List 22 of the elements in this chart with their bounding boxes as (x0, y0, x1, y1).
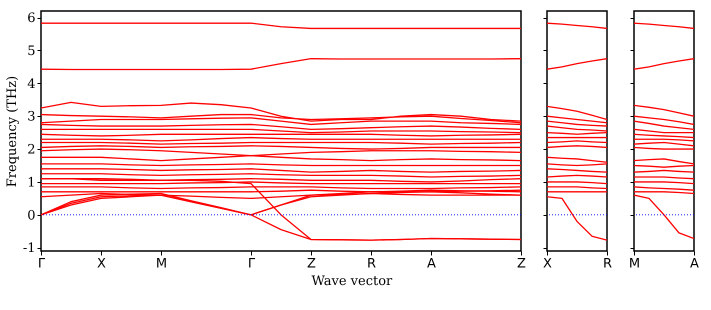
x-tick-label: R (602, 256, 612, 272)
y-tick-label: 0 (27, 208, 36, 224)
x-tick-label: A (690, 256, 700, 272)
y-tick-label: 4 (27, 76, 36, 92)
x-tick-label: Γ (248, 256, 256, 272)
x-tick-label: M (156, 256, 168, 272)
x-tick-label: Z (517, 256, 526, 272)
y-tick-label: -1 (22, 241, 36, 256)
x-tick-label: Γ (38, 256, 46, 272)
y-tick-label: 5 (27, 44, 36, 59)
x-tick-label: A (427, 256, 436, 272)
y-tick-label: 1 (27, 175, 36, 190)
x-tick-label: Z (307, 256, 316, 272)
y-axis-title: Frequency (THz) (4, 76, 20, 188)
y-tick-label: 2 (27, 142, 36, 158)
x-axis-title: Wave vector (312, 274, 394, 289)
y-tick-label: 3 (27, 110, 36, 125)
x-tick-label: X (543, 256, 552, 272)
x-tick-label: R (366, 256, 376, 272)
x-tick-label: X (97, 256, 106, 272)
x-tick-label: M (628, 256, 640, 272)
y-tick-label: 6 (27, 11, 36, 26)
